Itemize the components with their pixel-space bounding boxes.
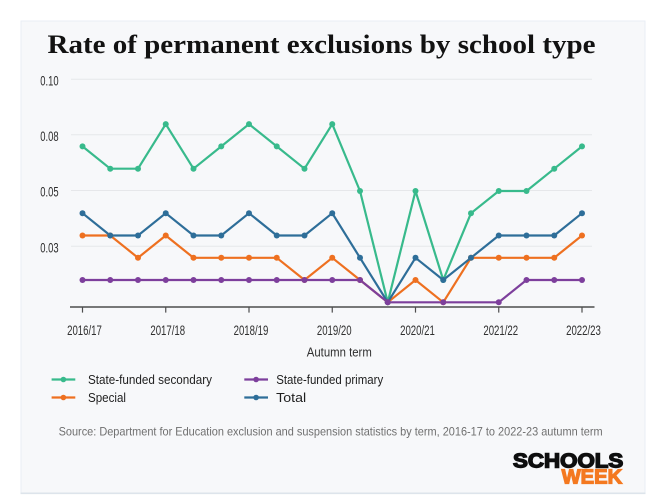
svg-text:0.03: 0.03 xyxy=(40,240,58,256)
svg-text:0.10: 0.10 xyxy=(40,73,58,89)
svg-text:Autumn term: Autumn term xyxy=(307,345,372,360)
svg-text:Total: Total xyxy=(276,390,306,405)
svg-text:2018/19: 2018/19 xyxy=(234,323,269,338)
svg-text:Rate of permanent exclusions b: Rate of permanent exclusions by school t… xyxy=(48,30,596,59)
svg-text:2020/21: 2020/21 xyxy=(400,323,435,338)
svg-text:State-funded primary: State-funded primary xyxy=(276,372,383,387)
svg-text:State-funded secondary: State-funded secondary xyxy=(88,372,212,387)
svg-text:2019/20: 2019/20 xyxy=(317,323,352,338)
svg-text:WEEK: WEEK xyxy=(562,466,623,489)
svg-text:SCHOOLS: SCHOOLS xyxy=(513,450,623,473)
svg-text:Source: Department for Educati: Source: Department for Education exclusi… xyxy=(59,425,603,438)
svg-text:Special: Special xyxy=(88,390,126,405)
svg-text:2016/17: 2016/17 xyxy=(67,323,102,338)
svg-text:2021/22: 2021/22 xyxy=(483,323,518,338)
svg-text:2017/18: 2017/18 xyxy=(150,323,185,338)
svg-text:2022/23: 2022/23 xyxy=(566,323,601,338)
svg-text:0.08: 0.08 xyxy=(40,129,58,145)
svg-text:0.05: 0.05 xyxy=(40,185,58,201)
